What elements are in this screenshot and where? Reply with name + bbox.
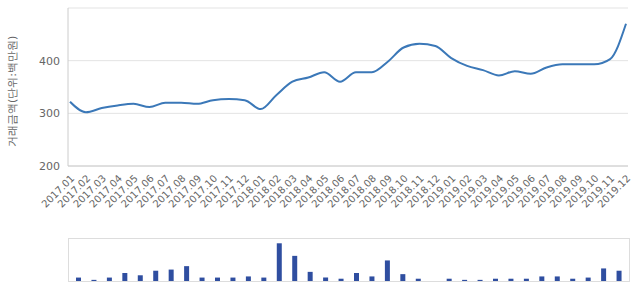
svg-text:2019.06: 2019.06 — [500, 172, 538, 210]
svg-text:2018.03: 2018.03 — [261, 172, 299, 210]
svg-text:2019.03: 2019.03 — [452, 172, 490, 210]
svg-text:2019.08: 2019.08 — [531, 172, 569, 210]
svg-text:2018.11: 2018.11 — [388, 172, 426, 210]
svg-text:400: 400 — [39, 55, 60, 68]
svg-text:2019.01: 2019.01 — [420, 172, 458, 210]
svg-text:2017.05: 2017.05 — [103, 172, 140, 210]
svg-text:2017.11: 2017.11 — [198, 172, 236, 210]
svg-text:2017.03: 2017.03 — [71, 172, 109, 210]
svg-text:2019.05: 2019.05 — [484, 172, 522, 210]
svg-text:2017.10: 2017.10 — [182, 172, 220, 210]
svg-text:2017.12: 2017.12 — [214, 172, 252, 210]
svg-text:2018.05: 2018.05 — [293, 172, 331, 210]
svg-text:2017.04: 2017.04 — [87, 172, 125, 210]
svg-text:2019.11: 2019.11 — [579, 172, 617, 210]
svg-text:2017.06: 2017.06 — [118, 172, 156, 210]
svg-text:2018.12: 2018.12 — [404, 172, 442, 210]
svg-text:2019.09: 2019.09 — [547, 172, 585, 210]
svg-text:2019.10: 2019.10 — [563, 172, 601, 210]
svg-text:2018.04: 2018.04 — [277, 172, 315, 210]
svg-text:2017.08: 2017.08 — [150, 172, 188, 210]
svg-text:2017.02: 2017.02 — [55, 172, 93, 210]
svg-text:2018.02: 2018.02 — [245, 172, 283, 210]
svg-text:2018.09: 2018.09 — [357, 172, 395, 210]
svg-text:2017.09: 2017.09 — [166, 172, 204, 210]
svg-text:2018.10: 2018.10 — [373, 172, 410, 210]
svg-text:2019.02: 2019.02 — [436, 172, 474, 210]
svg-text:2018.06: 2018.06 — [309, 172, 347, 210]
svg-text:2018.08: 2018.08 — [341, 172, 379, 210]
svg-text:2018.01: 2018.01 — [230, 172, 268, 210]
svg-text:거래금액(단위:백만원): 거래금액(단위:백만원) — [8, 36, 19, 147]
svg-text:2018.07: 2018.07 — [325, 172, 363, 210]
svg-text:2017.07: 2017.07 — [134, 172, 172, 210]
svg-text:2019.04: 2019.04 — [468, 172, 506, 210]
svg-text:2017.01: 2017.01 — [39, 172, 77, 210]
svg-text:200: 200 — [39, 160, 60, 173]
svg-text:300: 300 — [39, 107, 60, 120]
svg-text:2019.07: 2019.07 — [516, 172, 553, 210]
svg-text:2019.12: 2019.12 — [595, 173, 632, 210]
